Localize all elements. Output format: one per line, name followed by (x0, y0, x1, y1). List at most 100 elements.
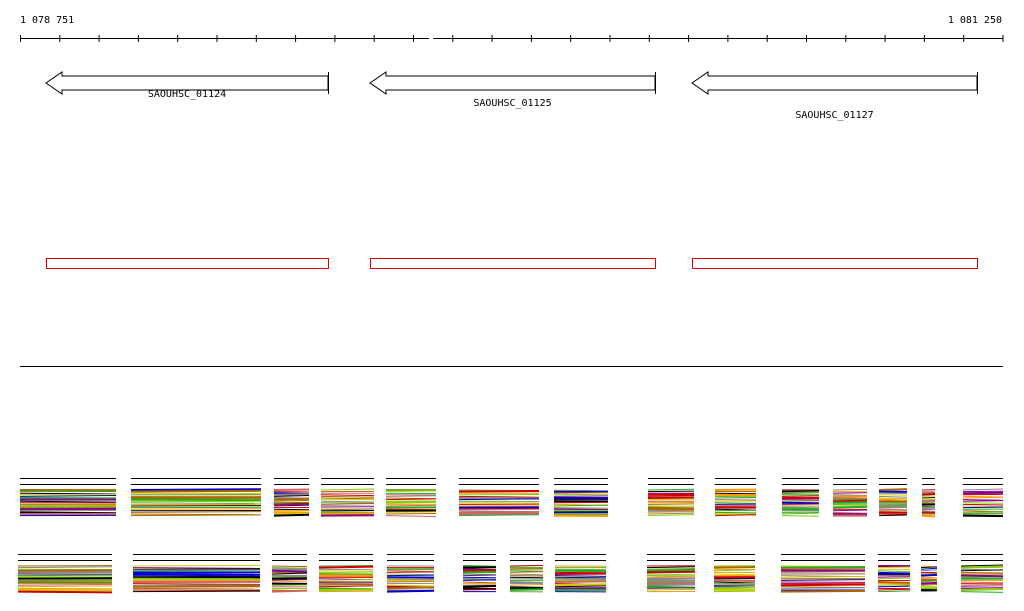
read-line (960, 574, 1004, 578)
gene-label: SAOUHSC_01127 (795, 110, 873, 121)
read-line (877, 581, 911, 584)
read-line (646, 568, 696, 572)
read-line (646, 575, 696, 578)
read-line (320, 494, 375, 497)
read-line (130, 514, 262, 517)
read-line (385, 500, 437, 504)
read-line (832, 488, 868, 491)
read-line (386, 574, 435, 577)
read-line (273, 499, 310, 502)
read-line (273, 494, 310, 497)
read-line (386, 580, 435, 583)
read-line (781, 491, 820, 495)
read-line (960, 581, 1004, 584)
read-line (458, 498, 540, 501)
read-line (878, 498, 908, 502)
read-line (462, 573, 497, 576)
read-line (646, 581, 696, 585)
read-line (962, 495, 1004, 498)
read-line (877, 577, 911, 580)
ruler-ticks (20, 35, 1004, 42)
read-line (920, 581, 938, 585)
gene-label: SAOUHSC_01125 (473, 98, 551, 109)
read-line (318, 568, 374, 571)
read-line (713, 586, 756, 590)
read-line (920, 576, 938, 579)
read-line (17, 566, 113, 569)
read-line (920, 583, 938, 586)
read-line (130, 489, 262, 493)
read-line (462, 581, 497, 584)
read-line (962, 488, 1004, 491)
read-line (462, 576, 497, 579)
read-line (960, 591, 1004, 593)
read-line (19, 495, 117, 497)
read-line (878, 495, 908, 498)
read-line (318, 585, 374, 588)
read-line (132, 585, 261, 588)
read-line (781, 512, 820, 515)
read-line (320, 503, 375, 505)
read-line (921, 510, 936, 512)
read-line (509, 581, 544, 584)
read-line (271, 568, 308, 571)
read-line (318, 571, 374, 574)
read-line (920, 572, 938, 575)
read-line (920, 567, 938, 570)
read-line (832, 494, 868, 496)
read-line (960, 569, 1004, 572)
read-line (386, 571, 435, 573)
read-line (962, 496, 1004, 499)
read-line (318, 579, 374, 581)
gene-label: SAOUHSC_01124 (148, 89, 226, 100)
read-line (271, 580, 308, 583)
read-line (553, 504, 609, 507)
read-line (962, 510, 1004, 513)
read-line (320, 495, 375, 498)
read-line (714, 509, 757, 512)
read-line (554, 580, 607, 583)
read-line (646, 570, 696, 574)
read-line (781, 515, 820, 517)
read-line (554, 576, 607, 579)
read-line (271, 569, 308, 573)
read-line (273, 512, 310, 515)
read-line (132, 564, 261, 567)
read-line (509, 584, 544, 586)
read-line (271, 572, 308, 575)
read-line (273, 497, 310, 501)
read-line (962, 512, 1004, 515)
read-line (271, 577, 308, 580)
read-line (554, 585, 607, 588)
read-line (647, 495, 695, 497)
read-line (960, 571, 1004, 574)
read-line (386, 584, 435, 587)
read-line (271, 576, 308, 578)
read-line (832, 501, 868, 504)
read-line (962, 500, 1004, 502)
read-line (877, 588, 911, 591)
read-line (271, 589, 308, 593)
read-line (647, 514, 695, 517)
read-line (920, 566, 938, 569)
read-line (320, 497, 375, 500)
read-line (509, 571, 544, 573)
read-line (17, 583, 113, 586)
read-line (318, 582, 374, 586)
read-line (713, 581, 756, 584)
read-line (647, 511, 695, 513)
read-line (462, 574, 497, 577)
read-line (320, 488, 375, 491)
read-line (320, 500, 375, 503)
read-line (318, 565, 374, 569)
read-line (17, 574, 113, 577)
read-line (877, 585, 911, 588)
read-line (318, 570, 374, 573)
read-line (921, 496, 936, 499)
read-line (780, 587, 866, 589)
read-line (462, 585, 497, 588)
read-line (462, 569, 497, 572)
read-line (273, 513, 310, 517)
read-line (554, 575, 607, 577)
read-line (962, 499, 1004, 501)
